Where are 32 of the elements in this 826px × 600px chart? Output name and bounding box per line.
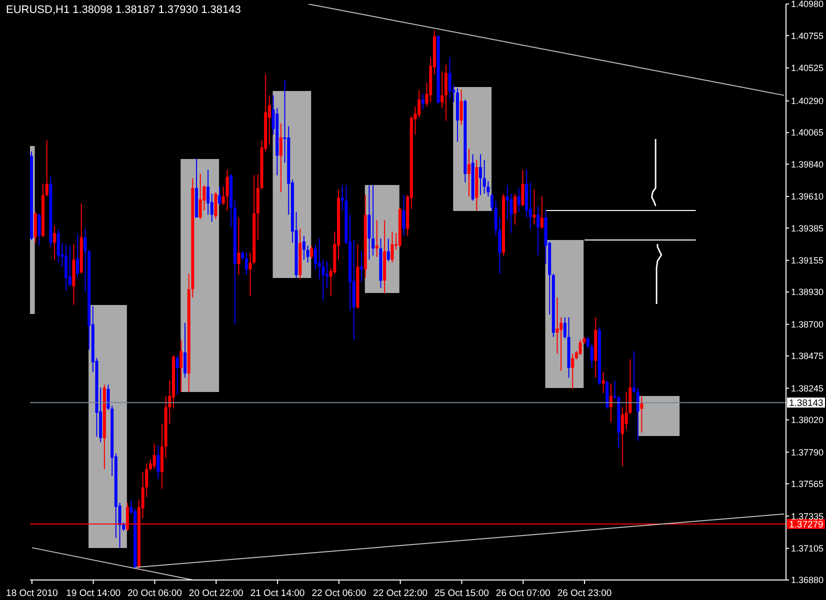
y-tick-label: 1.37565 bbox=[791, 478, 824, 489]
y-tick-label: 1.39155 bbox=[791, 256, 824, 266]
y-tick-label: 1.40065 bbox=[791, 128, 824, 138]
chart-title: EURUSD,H1 1.38098 1.38187 1.37930 1.38143 bbox=[6, 4, 241, 16]
ref-line-label: 1.38143 bbox=[789, 398, 824, 410]
y-tick-label: 1.40525 bbox=[791, 63, 824, 74]
y-tick-label: 1.36880 bbox=[791, 575, 824, 586]
y-tick-label: 1.37105 bbox=[791, 544, 824, 554]
y-tick-label: 1.39610 bbox=[791, 192, 824, 202]
x-tick-label: 20 Oct 22:00 bbox=[188, 588, 244, 599]
y-tick-label: 1.40980 bbox=[791, 0, 824, 10]
x-tick-label: 22 Oct 22:00 bbox=[373, 588, 428, 599]
y-tick-label: 1.38700 bbox=[791, 320, 824, 330]
x-tick-label: 18 Oct 2010 bbox=[6, 588, 58, 599]
y-tick-label: 1.37790 bbox=[791, 447, 824, 458]
y-tick-label: 1.39385 bbox=[791, 223, 824, 234]
ref-line-label: 1.37279 bbox=[789, 519, 824, 530]
y-tick-label: 1.38475 bbox=[791, 351, 824, 362]
x-tick-label: 26 Oct 07:00 bbox=[496, 588, 550, 599]
y-tick-label: 1.38020 bbox=[791, 415, 824, 426]
y-tick-label: 1.39840 bbox=[791, 159, 824, 170]
x-tick-label: 20 Oct 06:00 bbox=[128, 588, 182, 599]
x-tick-label: 19 Oct 14:00 bbox=[66, 588, 121, 599]
x-tick-label: 21 Oct 14:00 bbox=[250, 588, 305, 599]
y-tick-label: 1.38245 bbox=[791, 383, 824, 394]
y-tick-label: 1.40755 bbox=[791, 30, 824, 41]
y-tick-label: 1.38930 bbox=[791, 287, 824, 298]
y-tick-label: 1.37335 bbox=[791, 511, 824, 522]
x-tick-label: 26 Oct 23:00 bbox=[557, 588, 612, 599]
y-tick-label: 1.40290 bbox=[791, 96, 824, 106]
x-tick-label: 25 Oct 15:00 bbox=[434, 588, 489, 599]
x-tick-label: 22 Oct 06:00 bbox=[312, 588, 366, 599]
